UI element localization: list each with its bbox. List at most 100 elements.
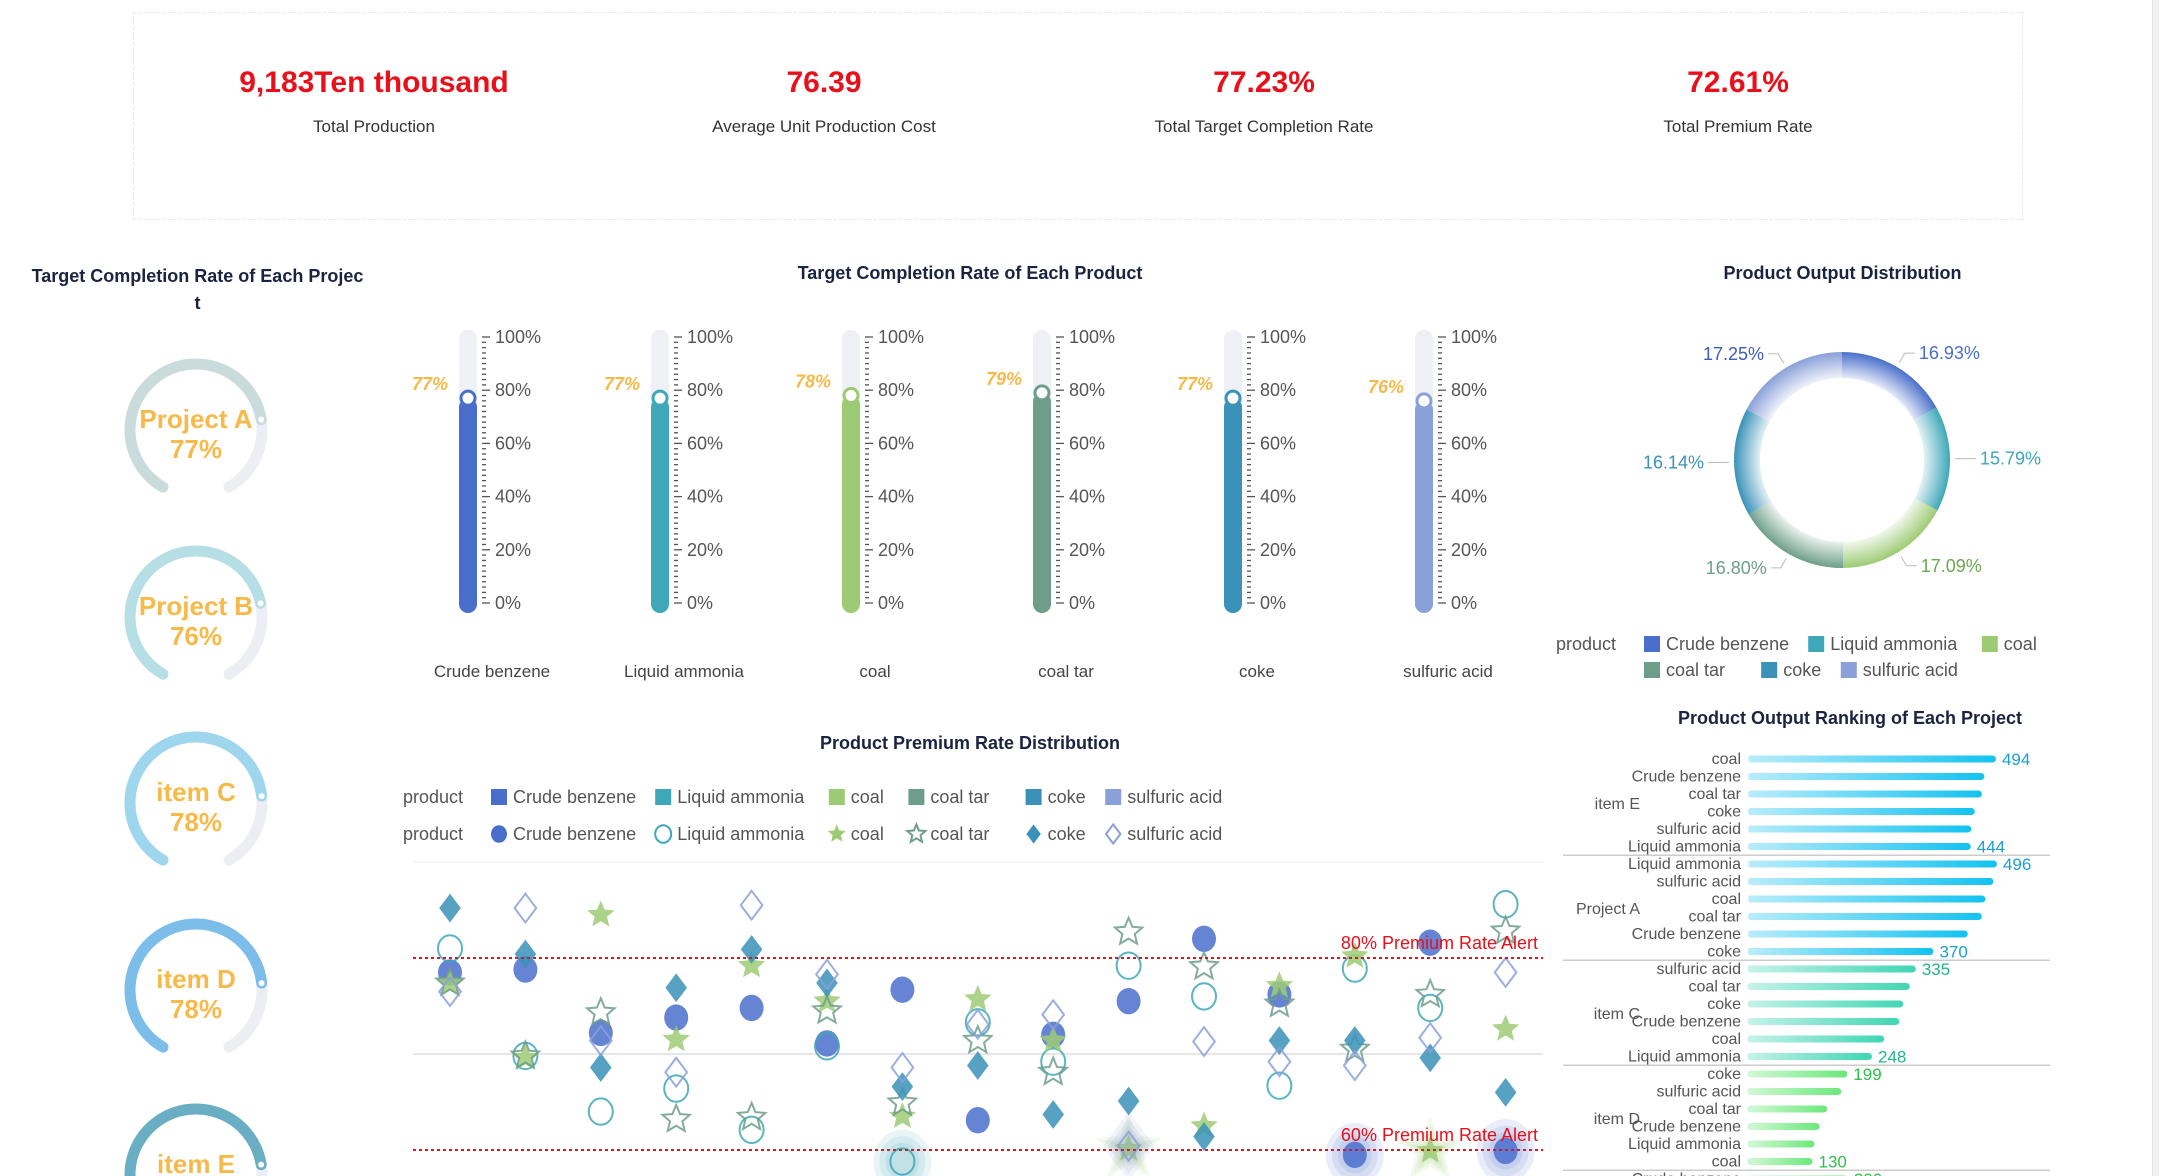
ranking-bar bbox=[1747, 983, 1910, 990]
ranking-bar bbox=[1747, 948, 1934, 955]
product-thermometers: 77% 0% 20% 40% 60% 80% 100% Crude benzene 77% 0% 2… bbox=[412, 327, 1497, 681]
legend-item-coal-tar[interactable]: coal tar bbox=[1644, 660, 1725, 680]
page-scrollbar[interactable] bbox=[2152, 0, 2159, 1176]
legend-item-crude-benzene[interactable]: Crude benzene bbox=[491, 824, 636, 844]
legend-item-coke[interactable]: coke bbox=[1761, 660, 1821, 680]
slice-label: 16.14% bbox=[1643, 452, 1704, 472]
ripple-effect bbox=[1113, 1125, 1144, 1167]
axis-tick-label: 100% bbox=[1260, 327, 1306, 347]
scatter-point-coal bbox=[1416, 1136, 1444, 1163]
label-leader bbox=[1898, 352, 1915, 363]
legend-item-coke[interactable]: coke bbox=[1025, 787, 1086, 807]
gauge-project-b: Project B76% bbox=[124, 545, 268, 680]
gauge-pointer bbox=[256, 791, 267, 802]
thermometer-coal: 78% 0% 20% 40% 60% 80% 100% coal bbox=[795, 327, 924, 681]
scatter-point-sulfuric-acid bbox=[513, 892, 538, 925]
ranking-row: coal bbox=[1712, 1031, 1885, 1048]
legend-item-liquid-ammonia[interactable]: Liquid ammonia bbox=[654, 824, 805, 844]
scatter-point-coal bbox=[1114, 1134, 1143, 1161]
scatter-point-sulfuric-acid bbox=[1342, 1049, 1367, 1082]
row-product-label: coal tar bbox=[1689, 786, 1742, 803]
thermometer-value: 78% bbox=[795, 372, 831, 392]
ranking-bar bbox=[1747, 895, 1986, 903]
legend-swatch bbox=[1644, 636, 1660, 652]
bar-value-label: 130 bbox=[1819, 1153, 1847, 1172]
row-product-label: coke bbox=[1707, 1066, 1741, 1083]
ranking-row: coal tar bbox=[1689, 1101, 1828, 1118]
ranking-bar bbox=[1747, 1158, 1813, 1165]
axis-tick-label: 100% bbox=[495, 327, 541, 347]
donut-slice-coal bbox=[1842, 498, 1938, 568]
ranking-row: sulfuric acid bbox=[1657, 1084, 1842, 1101]
legend-item-sulfuric-acid[interactable]: sulfuric acid bbox=[1104, 822, 1222, 846]
legend-swatch bbox=[1644, 662, 1660, 678]
scatter-point-coke bbox=[1419, 1043, 1441, 1073]
axis-tick-label: 80% bbox=[1069, 380, 1105, 400]
legend-label: coal bbox=[851, 824, 884, 844]
axis-tick-label: 20% bbox=[878, 540, 914, 560]
row-product-label: coke bbox=[1707, 804, 1741, 821]
scatter-point-sulfuric-acid bbox=[814, 958, 840, 991]
legend-item-liquid-ammonia[interactable]: Liquid ammonia bbox=[1808, 634, 1958, 654]
slice-label: 15.79% bbox=[1980, 449, 2041, 469]
legend-item-coal[interactable]: coal bbox=[828, 787, 884, 807]
row-product-label: Liquid ammonia bbox=[1628, 839, 1741, 856]
legend-label: Crude benzene bbox=[1666, 634, 1789, 654]
thermometer-fill bbox=[1224, 398, 1242, 613]
kpi-average-unit-cost: 76.39 Average Unit Production Cost bbox=[624, 63, 1024, 137]
ranking-row: sulfuric acid bbox=[1657, 874, 1994, 891]
donut-slice-crude-benzene bbox=[1842, 352, 1937, 421]
scatter-point-sulfuric-acid bbox=[437, 975, 463, 1008]
axis-tick-label: 60% bbox=[1069, 433, 1105, 453]
scatter-point-coal bbox=[587, 900, 615, 927]
legend-item-coal[interactable]: coal bbox=[1981, 634, 2037, 654]
legend-item-coal-tar[interactable]: coal tar bbox=[908, 787, 989, 807]
thermometer-category: sulfuric acid bbox=[1403, 662, 1493, 681]
scatter-point-sulfuric-acid bbox=[664, 1056, 689, 1089]
legend-item-coke[interactable]: coke bbox=[1026, 824, 1086, 844]
thermometer-fill bbox=[842, 395, 860, 613]
row-product-label: coal tar bbox=[1689, 979, 1742, 996]
gauge-value: 78% bbox=[170, 994, 222, 1024]
kpi-value: 76.39 bbox=[786, 66, 862, 99]
legend-item-coal-tar[interactable]: coal tar bbox=[904, 821, 989, 844]
legend-label: Liquid ammonia bbox=[677, 824, 805, 844]
scatter-point-crude-benzene bbox=[1192, 925, 1216, 952]
row-product-label: Liquid ammonia bbox=[1628, 1136, 1741, 1153]
legend-swatch bbox=[1981, 636, 1998, 652]
gauge-item-d: item D78% bbox=[124, 918, 268, 1053]
axis-tick-label: 100% bbox=[1451, 327, 1497, 347]
legend-swatch bbox=[655, 789, 672, 805]
thermometer-value: 77% bbox=[412, 374, 448, 394]
legend-item-coal[interactable]: coal bbox=[827, 824, 884, 844]
legend-item-sulfuric-acid[interactable]: sulfuric acid bbox=[1840, 660, 1958, 680]
ripple-effect bbox=[1107, 1118, 1150, 1174]
legend-item-crude-benzene[interactable]: Crude benzene bbox=[491, 787, 636, 807]
scatter-point-sulfuric-acid bbox=[1267, 1045, 1292, 1078]
row-product-label: sulfuric acid bbox=[1657, 961, 1741, 978]
scatter-point-coke bbox=[1268, 1026, 1291, 1055]
ranking-row: sulfuric acid bbox=[1657, 821, 1972, 838]
scatter-point-coal bbox=[888, 1102, 917, 1128]
gauge-item-c: item C78% bbox=[124, 731, 268, 866]
legend-item-sulfuric-acid[interactable]: sulfuric acid bbox=[1105, 787, 1222, 807]
scatter-point-coal-tar bbox=[660, 1102, 693, 1133]
donut-slice-coke bbox=[1734, 409, 1772, 515]
gauge-value: 77% bbox=[170, 434, 222, 464]
ranking-bar bbox=[1747, 825, 1972, 833]
gauge-progress bbox=[124, 731, 268, 866]
scatter-point-coal-tar bbox=[1414, 977, 1447, 1009]
ranking-row: coal bbox=[1712, 891, 1986, 908]
ranking-row: sulfuric acid 335 bbox=[1657, 960, 1951, 979]
thermometer-value: 79% bbox=[986, 369, 1022, 389]
axis-tick-label: 40% bbox=[1069, 487, 1105, 507]
output-donut: 16.93% 15.79% 17.09% 16.80% 16.14% 17.25% prod… bbox=[1556, 343, 2041, 680]
axis-tick-label: 0% bbox=[1260, 593, 1286, 613]
axis-tick-label: 0% bbox=[1451, 593, 1477, 613]
legend-item-crude-benzene[interactable]: Crude benzene bbox=[1644, 634, 1789, 654]
row-product-label: coal bbox=[1712, 1031, 1741, 1048]
group-label: Project A bbox=[1576, 901, 1640, 918]
legend-item-liquid-ammonia[interactable]: Liquid ammonia bbox=[655, 787, 805, 807]
legend-label: coal tar bbox=[1666, 660, 1725, 680]
